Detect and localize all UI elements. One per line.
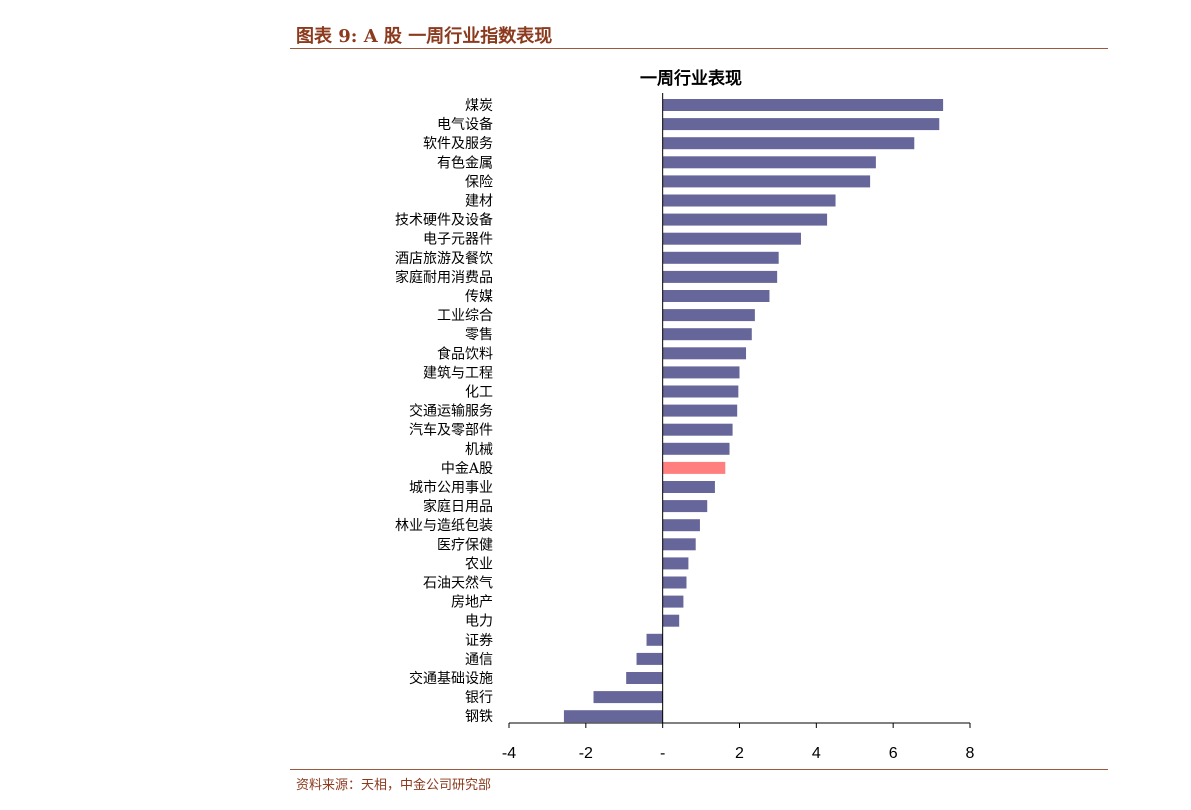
- bar-12: [662, 328, 752, 341]
- category-label: 房地产: [451, 595, 493, 611]
- category-label: 食品饮料: [437, 345, 493, 362]
- chart-title: 一周行业表现: [640, 68, 742, 89]
- x-tick-label: -2: [579, 745, 593, 762]
- category-label: 证券: [465, 633, 493, 649]
- bar-5: [662, 194, 836, 207]
- category-label: 汽车及零部件: [409, 422, 493, 439]
- bar-8: [662, 251, 779, 264]
- bar-27: [662, 614, 680, 627]
- x-tick-label: -4: [502, 745, 516, 762]
- figure-title: 图表 9: A 股 一周行业指数表现: [296, 26, 553, 47]
- bar-20: [662, 481, 715, 493]
- bar-32: [563, 710, 663, 723]
- bar-17: [662, 423, 733, 436]
- category-label: 酒店旅游及餐饮: [395, 251, 493, 267]
- axes: -4 -2-2 4 6 8: [502, 93, 975, 762]
- bar-group: [563, 99, 944, 723]
- x-tick-label: 2: [735, 745, 744, 762]
- x-tick-label: -: [660, 745, 665, 762]
- category-label: 钢铁: [465, 709, 493, 725]
- bar-7: [662, 232, 801, 245]
- bar-29: [636, 652, 663, 665]
- category-label: 医疗保健: [437, 537, 493, 553]
- bar-14: [662, 366, 740, 379]
- bar-26: [662, 595, 684, 608]
- category-label: 交通运输服务: [409, 403, 493, 420]
- bar-10: [662, 290, 770, 302]
- category-label: 化工: [465, 385, 493, 401]
- category-label: 农业: [465, 556, 493, 572]
- bar-16: [662, 404, 738, 417]
- bar-0: [662, 99, 944, 111]
- category-label: 建材: [465, 194, 493, 210]
- category-label: 工业综合: [437, 308, 493, 324]
- category-label: 技术硬件及设备: [395, 212, 493, 229]
- category-label: 建筑与工程: [423, 365, 493, 381]
- bar-28: [646, 633, 663, 646]
- bar-11: [662, 309, 755, 322]
- category-label: 保险: [465, 174, 493, 190]
- category-label: 石油天然气: [423, 575, 493, 592]
- bar-25: [662, 576, 687, 589]
- category-label: 电力: [465, 614, 493, 630]
- bar-19: [662, 461, 726, 474]
- category-label: 煤炭: [465, 98, 493, 114]
- bar-18: [662, 442, 730, 455]
- bar-22: [662, 519, 700, 532]
- category-label: 电子元器件: [423, 232, 493, 248]
- category-label: 电气设备: [437, 116, 493, 133]
- category-label: 银行: [465, 690, 493, 706]
- bar-30: [626, 672, 663, 684]
- category-label: 传媒: [465, 289, 493, 305]
- category-label: 机械: [465, 442, 493, 458]
- category-labels: 煤炭电气设备软件及服务有色金属保险建材技术硬件及设备电子元器件酒店旅游及餐饮家庭…: [395, 98, 493, 725]
- bar-24: [662, 557, 689, 570]
- bar-4: [662, 175, 871, 188]
- category-label: 交通基础设施: [409, 670, 493, 687]
- category-label: 通信: [465, 652, 493, 668]
- title-rule: [290, 48, 1108, 49]
- bar-23: [662, 538, 696, 551]
- bar-13: [662, 347, 747, 360]
- bar-3: [662, 156, 876, 169]
- bar-15: [662, 385, 739, 398]
- source-note: 资料来源：天相，中金公司研究部: [296, 778, 492, 793]
- category-label: 软件及服务: [423, 136, 493, 152]
- source-rule: [290, 769, 1108, 770]
- bar-2: [662, 137, 915, 150]
- category-label: 零售: [465, 327, 493, 343]
- category-label: 林业与造纸包装: [395, 518, 493, 534]
- category-label: 城市公用事业: [409, 479, 493, 496]
- bar-1: [662, 118, 940, 131]
- bar-31: [593, 691, 663, 704]
- x-tick-label: 8: [966, 745, 975, 762]
- bar-9: [662, 270, 778, 283]
- x-tick-label: 6: [889, 745, 898, 762]
- category-label: 家庭日用品: [423, 498, 493, 515]
- x-tick-label: 4: [812, 745, 821, 762]
- category-label: 中金A股: [441, 461, 493, 477]
- bar-chart: 一周行业表现 煤炭电气设备软件及服务有色金属保险建材技术硬件及设备电子元器件酒店…: [395, 68, 975, 762]
- bar-21: [662, 500, 708, 513]
- category-label: 家庭耐用消费品: [395, 269, 493, 286]
- category-label: 有色金属: [437, 154, 493, 171]
- bar-6: [662, 213, 828, 226]
